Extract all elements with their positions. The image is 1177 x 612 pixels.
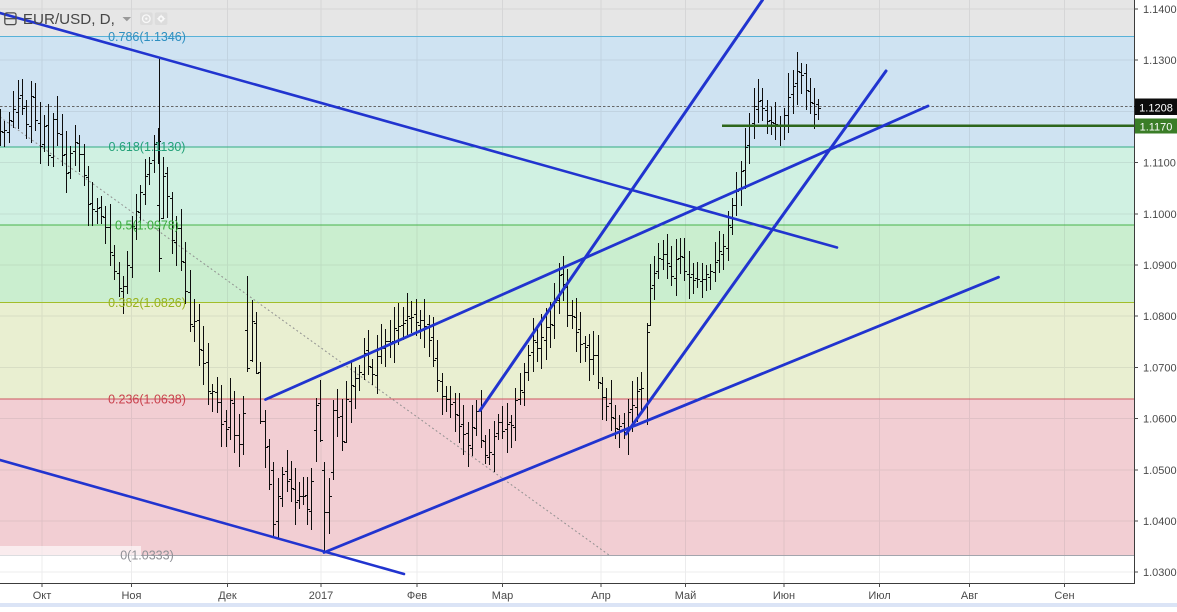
svg-text:Май: Май <box>675 590 697 602</box>
svg-text:Мар: Мар <box>492 590 514 602</box>
svg-text:Июл: Июл <box>868 590 890 602</box>
svg-text:1.1170: 1.1170 <box>1140 122 1173 134</box>
svg-text:Ноя: Ноя <box>121 590 141 602</box>
svg-text:Июн: Июн <box>773 590 795 602</box>
svg-text:Сен: Сен <box>1054 590 1074 602</box>
svg-text:1.1300: 1.1300 <box>1143 55 1177 67</box>
svg-text:0.618(1.1130): 0.618(1.1130) <box>109 140 186 154</box>
svg-text:1.1208: 1.1208 <box>1139 103 1173 115</box>
svg-text:Дек: Дек <box>218 590 237 602</box>
svg-text:1.1100: 1.1100 <box>1143 158 1176 170</box>
svg-text:Окт: Окт <box>33 590 52 602</box>
svg-text:0.5(1.0978): 0.5(1.0978) <box>115 218 179 232</box>
svg-text:1.1000: 1.1000 <box>1143 209 1177 221</box>
svg-text:1.0300: 1.0300 <box>1143 567 1177 579</box>
svg-text:1.0700: 1.0700 <box>1143 362 1177 374</box>
svg-text:0.786(1.1346): 0.786(1.1346) <box>108 30 186 44</box>
svg-text:1.0600: 1.0600 <box>1143 414 1177 426</box>
svg-text:1.0400: 1.0400 <box>1143 516 1177 528</box>
svg-text:EUR/USD, D,: EUR/USD, D, <box>23 11 115 28</box>
svg-text:Апр: Апр <box>591 590 610 602</box>
svg-text:2017: 2017 <box>309 590 333 602</box>
svg-text:Фев: Фев <box>407 590 427 602</box>
svg-text:Авг: Авг <box>961 590 978 602</box>
svg-text:0.382(1.0826): 0.382(1.0826) <box>108 296 186 310</box>
svg-text:1.0900: 1.0900 <box>1143 260 1177 272</box>
svg-text:1.1400: 1.1400 <box>1143 4 1177 16</box>
svg-text:1.0800: 1.0800 <box>1143 311 1177 323</box>
svg-text:0.236(1.0638): 0.236(1.0638) <box>108 392 186 406</box>
svg-text:1.0500: 1.0500 <box>1143 465 1177 477</box>
svg-text:0(1.0333): 0(1.0333) <box>120 549 174 563</box>
